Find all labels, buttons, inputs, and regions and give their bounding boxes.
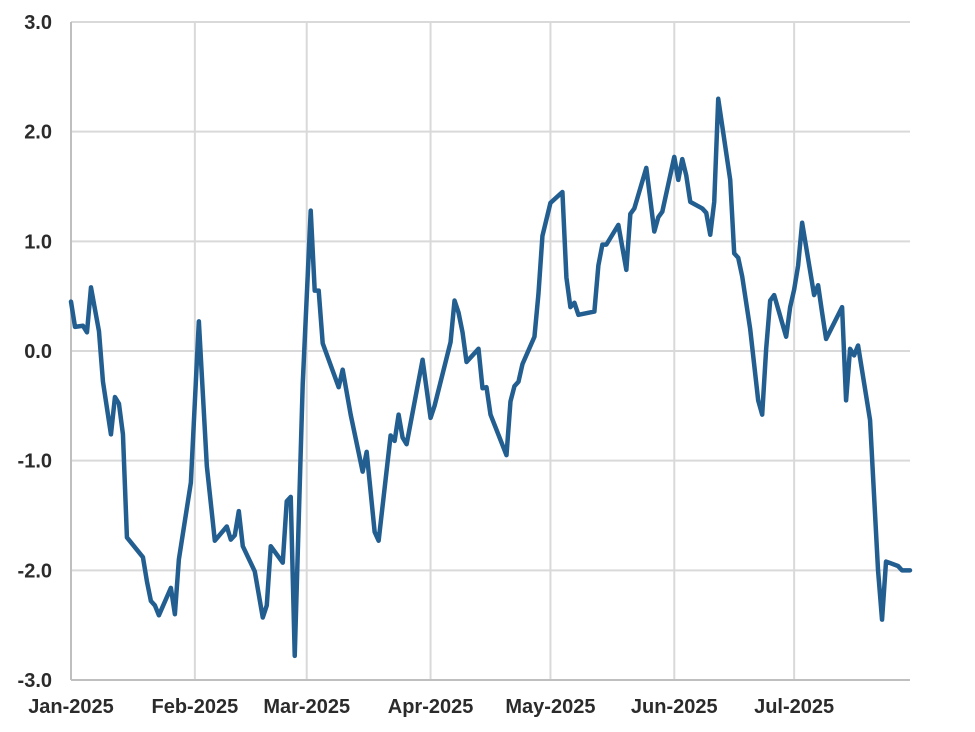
y-tick-label: -1.0 — [18, 451, 52, 473]
x-tick-label: Apr-2025 — [388, 696, 474, 718]
x-axis-tick-labels: Jan-2025 Feb-2025 Mar-2025 Apr-2025 May-2025… — [28, 696, 834, 718]
x-tick-label: Jan-2025 — [28, 696, 114, 718]
data-series — [68, 96, 913, 659]
y-axis-tick-labels: 3.0 2.0 1.0 0.0 -1.0 -2.0 -3.0 — [18, 12, 52, 692]
vertical-gridlines — [193, 22, 796, 680]
x-tick-label: Jun-2025 — [631, 696, 718, 718]
y-tick-label: 1.0 — [24, 231, 52, 253]
y-tick-label: -2.0 — [18, 560, 52, 582]
y-tick-label: 2.0 — [24, 122, 52, 144]
y-tick-label: 0.0 — [24, 341, 52, 363]
x-tick-label: Jul-2025 — [754, 696, 834, 718]
x-tick-label: May-2025 — [505, 696, 595, 718]
y-tick-label: 3.0 — [24, 12, 52, 34]
x-tick-label: Feb-2025 — [151, 696, 238, 718]
x-tick-label: Mar-2025 — [263, 696, 350, 718]
series-line — [68, 96, 913, 659]
y-tick-label: -3.0 — [18, 670, 52, 692]
